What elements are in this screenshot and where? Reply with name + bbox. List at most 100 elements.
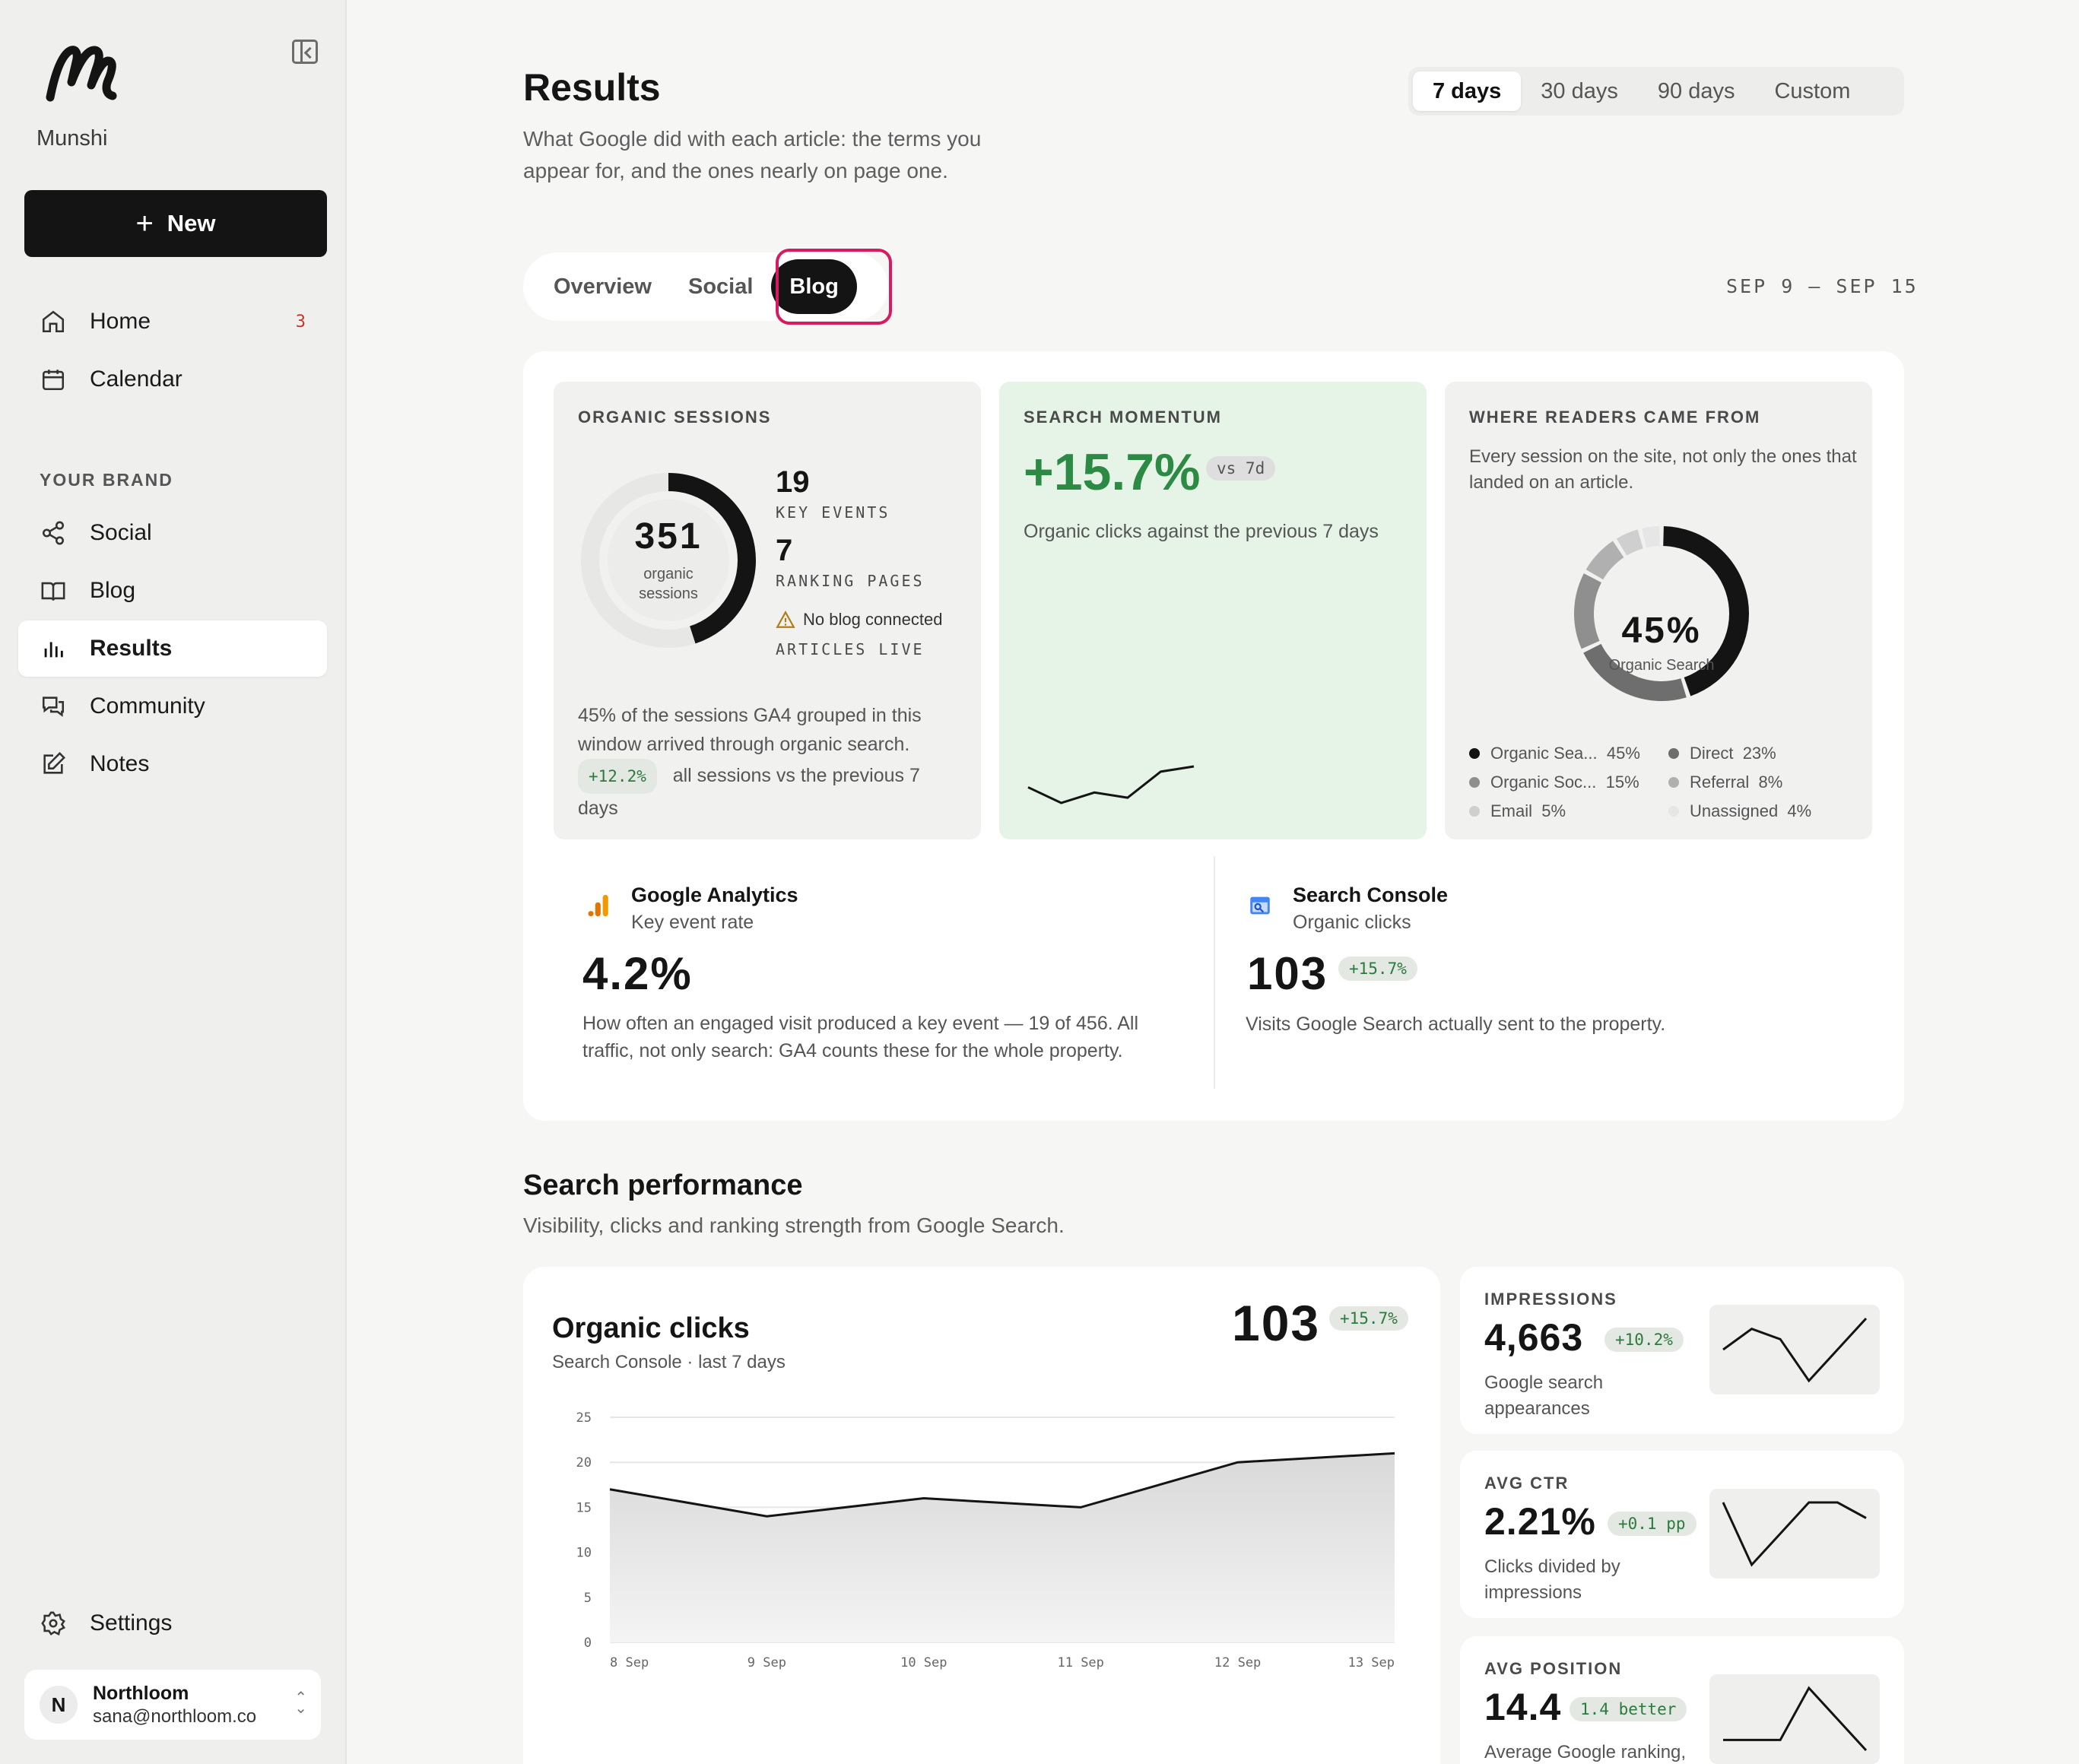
ranking-pages-label: RANKING PAGES (776, 572, 925, 590)
sidebar-item-home[interactable]: Home 3 (18, 293, 327, 350)
sc-description: Visits Google Search actually sent to th… (1246, 1014, 1666, 1035)
articles-live-label: ARTICLES LIVE (776, 640, 925, 658)
book-icon (40, 577, 67, 604)
sidebar-item-social[interactable]: Social (18, 505, 327, 561)
metric-description: Clicks divided by impressions (1484, 1556, 1620, 1603)
donut-slice-1 (1583, 643, 1687, 701)
account-switcher[interactable]: N Northloom sana@northloom.co ⌃ ⌄ (24, 1670, 321, 1740)
ga-description: How often an engaged visit produced a ke… (582, 1013, 1139, 1061)
metric-label: IMPRESSIONS (1484, 1290, 1617, 1309)
chevron-up-down-icon: ⌃ ⌄ (294, 1689, 307, 1717)
chart-total: 103 (1232, 1295, 1321, 1351)
warning-text: No blog connected (803, 610, 943, 629)
key-events-label: KEY EVENTS (776, 503, 890, 522)
sidebar-item-results[interactable]: Results (18, 620, 327, 677)
ga-value: 4.2% (582, 948, 693, 999)
donut-slice-5 (1642, 526, 1661, 548)
metric-label: AVG CTR (1484, 1474, 1570, 1493)
donut-slice-3 (1585, 541, 1624, 580)
legend-item: Unassigned 4% (1668, 801, 1811, 821)
no-blog-warning: No blog connected (776, 610, 942, 630)
range-tab-custom[interactable]: Custom (1774, 78, 1851, 103)
tile-title: WHERE READERS CAME FROM (1469, 408, 1761, 427)
sidebar-item-calendar[interactable]: Calendar (18, 351, 327, 408)
metric-value: 2.21% (1484, 1500, 1596, 1543)
collapse-sidebar-icon[interactable] (292, 40, 318, 64)
organic-sessions-label: organic sessions (639, 566, 698, 602)
momentum-value: +15.7% (1024, 443, 1201, 501)
x-tick-label: 11 Sep (1057, 1655, 1103, 1670)
metric-change: +10.2% (1604, 1328, 1684, 1352)
impressions-sparkline (1709, 1305, 1880, 1394)
chart-title: Organic clicks (552, 1312, 750, 1344)
ga-subtitle: Key event rate (631, 912, 754, 933)
metric-description: Google search appearances (1484, 1372, 1604, 1419)
sidebar-item-label: Settings (90, 1610, 173, 1636)
legend-item: Organic Sea... 45% (1469, 744, 1640, 763)
legend-item: Email 5% (1469, 801, 1566, 821)
range-tab-30-days[interactable]: 30 days (1541, 78, 1618, 103)
ranking-pages-value: 7 (776, 534, 793, 567)
sc-change-badge: +15.7% (1338, 957, 1417, 981)
tab-blog[interactable]: Blog (771, 259, 857, 314)
sessions-note-text: 45% of the sessions GA4 grouped in this … (578, 705, 922, 755)
y-tick-label: 25 (576, 1410, 592, 1426)
organic-sessions-tile: ORGANIC SESSIONS 351 organic sessions 19… (554, 382, 981, 839)
edit-note-icon (40, 750, 67, 778)
chat-icon (40, 693, 67, 720)
tile-title: ORGANIC SESSIONS (578, 408, 772, 427)
sidebar-item-blog[interactable]: Blog (18, 563, 327, 619)
sidebar-item-notes[interactable]: Notes (18, 736, 327, 792)
tab-overview[interactable]: Overview (554, 274, 652, 299)
avg-position-card: AVG POSITION 14.4 1.4 better Average Goo… (1460, 1636, 1904, 1764)
ctr-sparkline (1709, 1489, 1880, 1578)
metric-value: 4,663 (1484, 1316, 1584, 1359)
tab-social[interactable]: Social (687, 274, 754, 299)
sc-subtitle: Organic clicks (1293, 912, 1411, 933)
section-label: YOUR BRAND (40, 470, 173, 490)
donut-slice-2 (1574, 573, 1602, 649)
sc-value: 103 (1247, 948, 1328, 999)
x-tick-label: 12 Sep (1214, 1655, 1261, 1670)
traffic-sources-tile: WHERE READERS CAME FROM Every session on… (1445, 382, 1872, 839)
notification-badge: 3 (295, 312, 306, 332)
legend-item: Referral 8% (1668, 773, 1782, 792)
organic-sessions-value: 351 (634, 516, 703, 557)
new-button[interactable]: + New (24, 190, 327, 257)
avg-ctr-card: AVG CTR 2.21% +0.1 pp Clicks divided by … (1460, 1451, 1904, 1618)
series-line (609, 1451, 1395, 1518)
sc-change: +15.7% (1338, 957, 1417, 981)
vs-badge: vs 7d (1206, 456, 1276, 481)
sidebar-item-settings[interactable]: Settings (18, 1595, 327, 1651)
sidebar-item-label: Community (90, 693, 205, 719)
sidebar-item-community[interactable]: Community (18, 678, 327, 734)
bar-chart-icon (40, 635, 67, 662)
google-analytics-icon (588, 894, 608, 917)
account-name: Northloom (93, 1682, 189, 1704)
home-icon (40, 308, 67, 335)
traffic-sources-note: Every session on the site, not only the … (1469, 446, 1857, 493)
metric-change-badge: +0.1 pp (1608, 1512, 1697, 1536)
vs-badge-label: vs 7d (1206, 456, 1276, 481)
range-tab-90-days[interactable]: 90 days (1657, 78, 1735, 103)
munshi-logo-icon[interactable] (46, 44, 119, 102)
donut-slice-0 (1662, 526, 1749, 696)
sparkline-path (1722, 1317, 1868, 1383)
metric-change-badge: +10.2% (1604, 1328, 1684, 1352)
new-button-label: New (167, 210, 216, 236)
area-fill (610, 1453, 1395, 1642)
metric-change-badge: 1.4 better (1570, 1697, 1687, 1721)
brand-name: Munshi (37, 126, 108, 151)
position-sparkline (1709, 1674, 1880, 1764)
sidebar-item-label: Results (90, 636, 173, 661)
x-tick-label: 9 Sep (747, 1655, 786, 1670)
chart-change-badge: +15.7% (1329, 1306, 1408, 1331)
avatar: N (40, 1686, 78, 1724)
sidebar: Munshi + New Home 3 Calendar YOUR BRAND … (0, 0, 347, 1764)
organic-clicks-chart: 0 5 10 15 20 25 8 Sep 9 Sep 10 Sep 11 Sep 12 Sep 13… (576, 1410, 1395, 1670)
date-range-selector: 7 days 30 days 90 days Custom (1408, 67, 1904, 116)
plus-icon: + (135, 207, 154, 240)
sparkline-path (1027, 765, 1195, 804)
traffic-sources-donut (1574, 526, 1749, 701)
range-tab-7-days[interactable]: 7 days (1413, 71, 1522, 111)
